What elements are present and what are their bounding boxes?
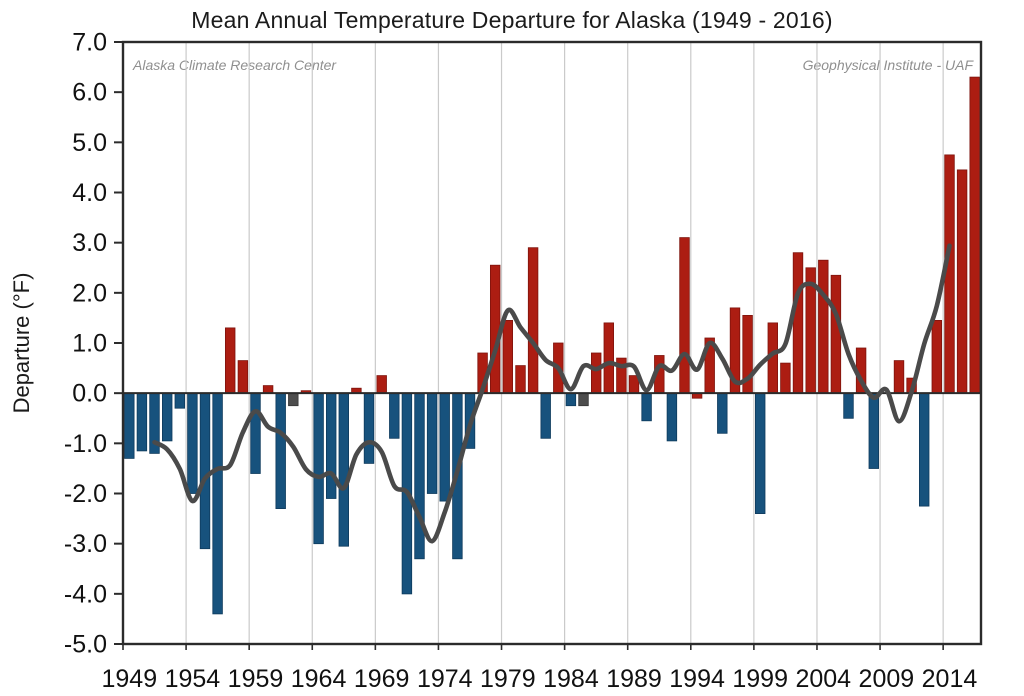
- bar-2001: [780, 362, 791, 394]
- x-tick-label-1969: 1969: [354, 665, 410, 693]
- x-tick-label-1994: 1994: [669, 665, 725, 693]
- bar-1980: [515, 365, 526, 394]
- bar-1970: [389, 392, 400, 439]
- bar-1961: [275, 392, 286, 510]
- bar-2006: [843, 392, 854, 419]
- bar-1999: [755, 392, 766, 515]
- bar-1978: [489, 264, 501, 394]
- x-tick-label-1974: 1974: [417, 665, 473, 693]
- x-tick-label-1984: 1984: [543, 665, 599, 693]
- y-tick-label--1.0: -1.0: [64, 430, 107, 458]
- y-tick-label--3.0: -3.0: [64, 530, 107, 558]
- bar-1996: [717, 392, 728, 434]
- x-tick-label-1989: 1989: [606, 665, 662, 693]
- bar-1974: [439, 392, 450, 502]
- x-tick-label-2014: 2014: [922, 665, 978, 693]
- y-tick-label-5.0: 5.0: [72, 129, 107, 157]
- bar-1953: [174, 392, 186, 409]
- bar-1966: [338, 392, 350, 547]
- bar-1959: [250, 392, 261, 474]
- y-tick-label-2.0: 2.0: [72, 279, 107, 307]
- bar-1979: [502, 319, 514, 394]
- bar-1952: [161, 392, 173, 442]
- bar-1968: [363, 392, 375, 464]
- bar-1990: [641, 392, 652, 422]
- bar-1965: [325, 392, 337, 499]
- bar-1985: [578, 392, 589, 407]
- y-tick-label-7.0: 7.0: [72, 29, 107, 57]
- bar-1962: [288, 392, 299, 407]
- bar-1982: [540, 392, 551, 439]
- bar-2015: [956, 169, 968, 394]
- bar-1984: [565, 392, 577, 407]
- y-tick-label-3.0: 3.0: [72, 229, 107, 257]
- bar-1986: [591, 352, 602, 394]
- bar-1992: [666, 392, 678, 442]
- bar-2013: [931, 319, 943, 394]
- annotation-geophysical-institute-uaf: Geophysical Institute - UAF: [802, 57, 973, 73]
- bar-1956: [212, 392, 223, 615]
- x-tick-label-2009: 2009: [859, 665, 915, 693]
- bar-1969: [376, 375, 387, 394]
- bar-1950: [136, 392, 148, 452]
- bar-2008: [868, 392, 880, 469]
- bar-1960: [262, 385, 274, 394]
- y-tick-label-4.0: 4.0: [72, 179, 107, 207]
- annotation-alaska-climate-research-center: Alaska Climate Research Center: [133, 57, 337, 73]
- x-tick-label-1979: 1979: [480, 665, 536, 693]
- smoothed-line: [152, 243, 952, 544]
- x-tick-label-1954: 1954: [165, 665, 221, 693]
- bar-1949: [124, 392, 135, 459]
- x-tick-label-1959: 1959: [228, 665, 284, 693]
- bar-1964: [313, 392, 324, 545]
- x-tick-label-1949: 1949: [101, 665, 157, 693]
- plot-border: [121, 40, 983, 646]
- bar-1987: [603, 322, 615, 394]
- bar-1972: [414, 392, 425, 560]
- x-tick-label-1964: 1964: [291, 665, 347, 693]
- bar-2016: [969, 76, 980, 394]
- bar-2014: [944, 154, 955, 394]
- y-tick-label-0.0: 0.0: [72, 380, 107, 408]
- bar-1955: [199, 392, 211, 550]
- y-tick-label--5.0: -5.0: [64, 631, 107, 659]
- y-tick-label-1.0: 1.0: [72, 330, 107, 358]
- chart-title: Mean Annual Temperature Departure for Al…: [191, 7, 833, 33]
- bar-2010: [893, 360, 905, 394]
- bar-2012: [919, 392, 930, 507]
- bar-2004: [818, 259, 829, 394]
- bar-1981: [527, 247, 539, 394]
- bar-1958: [237, 360, 249, 394]
- bar-2002: [792, 252, 804, 394]
- y-tick-label-6.0: 6.0: [72, 79, 107, 107]
- bar-2005: [830, 274, 842, 394]
- bar-1973: [426, 392, 438, 494]
- x-tick-label-2004: 2004: [795, 665, 851, 693]
- y-tick-label--4.0: -4.0: [64, 580, 107, 608]
- bar-1993: [679, 237, 690, 394]
- x-tick-label-1999: 1999: [732, 665, 788, 693]
- bar-1954: [187, 392, 198, 494]
- bar-1957: [224, 327, 236, 394]
- y-tick-label--2.0: -2.0: [64, 480, 107, 508]
